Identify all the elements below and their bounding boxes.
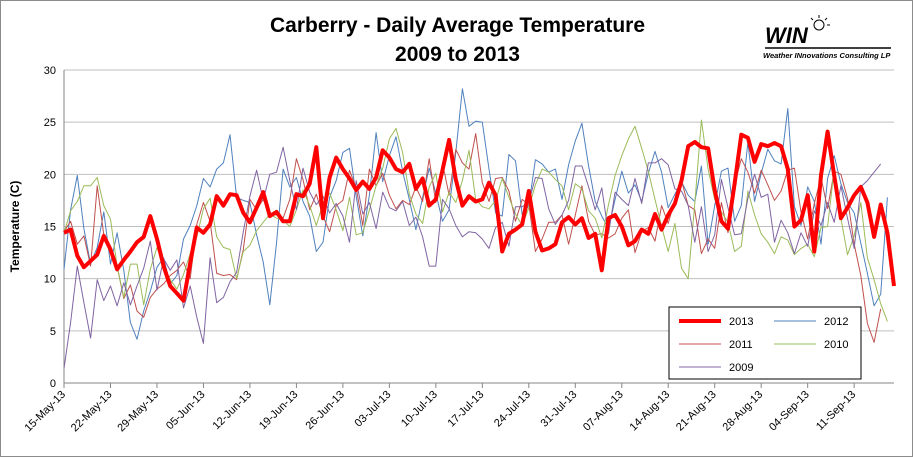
y-tick-label: 0 <box>50 378 56 390</box>
x-tick-label: 31-Jul-13 <box>538 389 579 430</box>
y-tick-label: 10 <box>44 274 56 286</box>
y-tick-label: 25 <box>44 117 56 129</box>
y-tick-label: 15 <box>44 222 56 234</box>
win-logo: WIN Weather INnovations Consulting LP <box>761 15 911 61</box>
x-tick-label: 22-May-13 <box>69 389 115 435</box>
x-tick-label: 03-Jul-13 <box>353 389 394 430</box>
legend-label-2009: 2009 <box>729 362 753 374</box>
x-tick-label: 26-Jun-13 <box>303 389 347 433</box>
legend-label-2010: 2010 <box>824 339 848 351</box>
series-line-2012 <box>63 88 888 340</box>
x-tick-label: 21-Aug-13 <box>674 389 719 434</box>
y-tick-label: 20 <box>44 169 56 181</box>
chart-title: Carberry - Daily Average Temperature 200… <box>1 11 913 69</box>
sun-icon <box>810 15 830 31</box>
series-line-2013 <box>63 129 896 303</box>
x-tick-label: 24-Jul-13 <box>492 389 533 430</box>
y-tick-label: 5 <box>50 326 56 338</box>
logo-main-text: WIN <box>765 23 809 48</box>
chart-title-line1: Carberry - Daily Average Temperature <box>269 14 646 37</box>
x-tick-label: 05-Jun-13 <box>164 389 208 433</box>
x-tick-label: 15-May-13 <box>22 389 68 435</box>
series-line-2011 <box>63 133 882 343</box>
x-tick-label: 11-Sep-13 <box>814 389 858 433</box>
series-line-2010 <box>63 119 888 322</box>
x-tick-label: 07-Aug-13 <box>581 389 626 434</box>
x-tick-label: 28-Aug-13 <box>721 389 766 434</box>
x-tick-label: 04-Sep-13 <box>767 389 812 434</box>
win-logo-graphic: WIN Weather INnovations Consulting LP <box>763 15 891 60</box>
y-axis-title: Temperature (C) <box>8 181 22 273</box>
logo-sub-text: Weather INnovations Consulting LP <box>763 51 891 60</box>
x-tick-label: 29-May-13 <box>115 389 161 435</box>
chart-title-line2: 2009 to 2013 <box>395 43 520 66</box>
series-line-2009 <box>63 146 882 369</box>
legend-label-2011: 2011 <box>729 339 753 351</box>
legend-label-2012: 2012 <box>824 316 848 328</box>
x-tick-label: 19-Jun-13 <box>257 389 301 433</box>
y-tick-label: 30 <box>44 65 56 77</box>
x-tick-label: 10-Jul-13 <box>399 389 440 430</box>
x-tick-label: 14-Aug-13 <box>628 389 673 434</box>
x-tick-label: 12-Jun-13 <box>211 389 255 433</box>
legend-label-2013: 2013 <box>729 316 753 328</box>
x-tick-label: 17-Jul-13 <box>446 389 487 430</box>
